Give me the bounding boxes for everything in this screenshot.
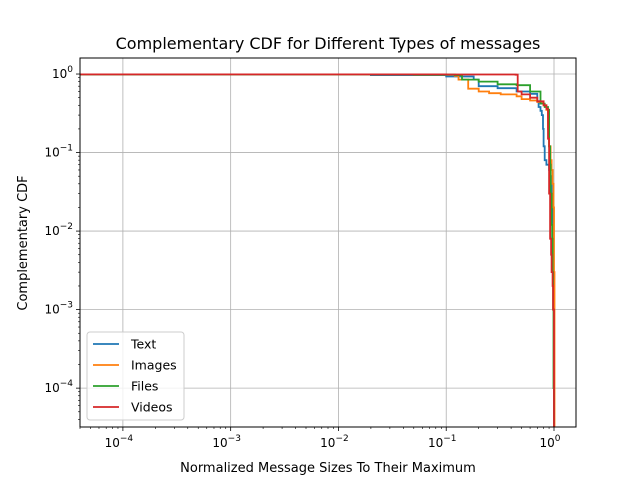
x-axis-label: Normalized Message Sizes To Their Maximu… <box>180 461 476 476</box>
series-line-videos <box>80 73 555 427</box>
y-tick-label: 10−2 <box>44 222 73 238</box>
legend-label-files: Files <box>131 379 158 394</box>
series-lines <box>80 73 556 427</box>
y-tick-label: 10−3 <box>44 301 73 317</box>
x-tick-label: 10−4 <box>105 434 134 450</box>
y-tick-label: 100 <box>52 65 73 81</box>
x-tick-label: 10−3 <box>212 434 241 450</box>
legend-label-videos: Videos <box>131 400 173 415</box>
chart-title: Complementary CDF for Different Types of… <box>116 34 541 53</box>
x-tick-label: 10−2 <box>320 434 349 450</box>
legend-box <box>86 331 185 421</box>
y-tick-label: 10−4 <box>44 379 73 395</box>
legend-label-images: Images <box>131 358 177 373</box>
y-axis-label: Complementary CDF <box>16 175 31 310</box>
x-tick-label: 10−1 <box>428 434 457 450</box>
series-line-files <box>80 73 555 427</box>
legend: Text Images Files Videos <box>86 331 185 421</box>
axis-ticks: 10−4 10−3 10−2 10−1 100 10−4 10−3 10−2 10−1 100 <box>44 65 560 450</box>
legend-label-text: Text <box>130 337 156 352</box>
x-tick-label: 100 <box>539 434 560 450</box>
y-tick-label: 10−1 <box>44 144 73 160</box>
